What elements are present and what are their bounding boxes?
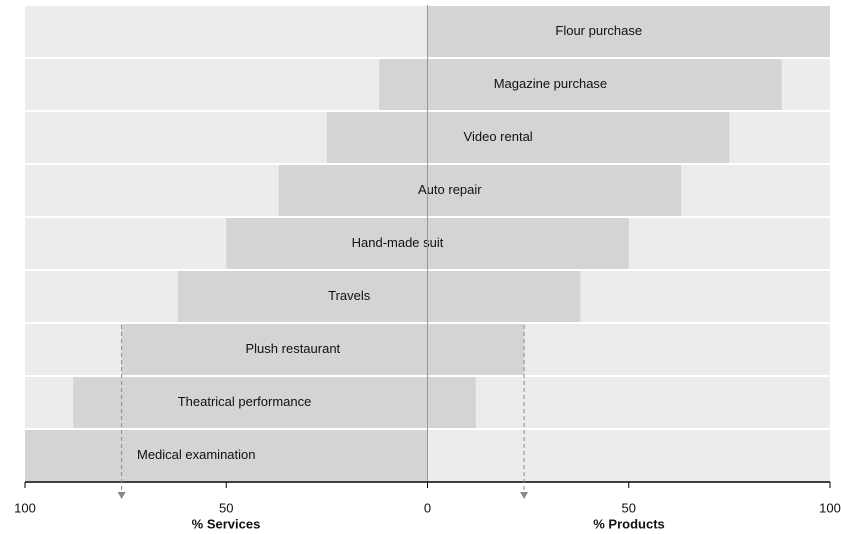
category-label: Plush restaurant <box>246 341 341 356</box>
category-label: Medical examination <box>137 447 256 462</box>
x-tick-label: 100 <box>14 500 36 515</box>
category-label: Travels <box>328 288 371 303</box>
x-tick-label: 50 <box>622 500 636 515</box>
x-tick-label: 50 <box>219 500 233 515</box>
arrow-head <box>520 492 528 499</box>
category-label: Video rental <box>464 129 533 144</box>
category-label: Magazine purchase <box>494 76 607 91</box>
chart: % Services % Products Flour purchase Maga… <box>0 0 841 534</box>
category-label: Flour purchase <box>555 23 642 38</box>
category-label: Theatrical performance <box>178 394 312 409</box>
category-label: Hand-made suit <box>352 235 444 250</box>
bar <box>178 271 581 322</box>
x-tick-label: 0 <box>424 500 431 515</box>
axis-label: % Products <box>593 516 665 531</box>
arrow-head <box>118 492 126 499</box>
axis-label: % Services <box>192 516 261 531</box>
x-tick-label: 100 <box>819 500 841 515</box>
